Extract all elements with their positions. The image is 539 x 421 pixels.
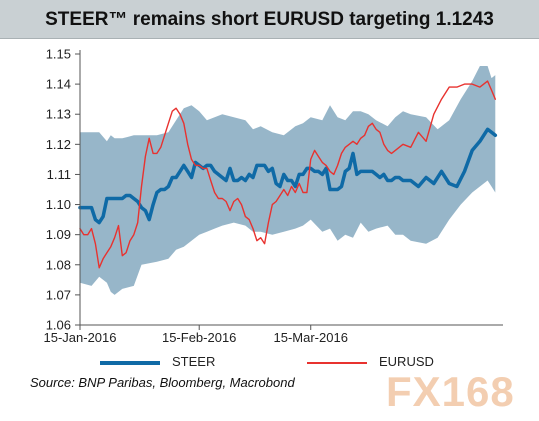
y-tick-label: 1.10	[46, 197, 71, 212]
series-line-steer	[78, 127, 498, 225]
chart-plot: 1.06 1.07 1.08 1.09 1.10 1.11 1.12 1.13 1.14 1.15…	[44, 47, 503, 345]
chart-title: STEER™ remains short EURUSD targeting 1.…	[45, 9, 494, 30]
legend-label-steer: STEER	[172, 354, 216, 369]
y-tick-label: 1.08	[46, 257, 71, 272]
source-note: Source: BNP Paribas, Bloomberg, Macrobon…	[30, 375, 295, 390]
y-tick-label: 1.15	[46, 47, 71, 62]
axis-layer: 1.06 1.07 1.08 1.09 1.10 1.11 1.12 1.13 1.14 1.15…	[44, 47, 503, 345]
x-tick-label: 15-Feb-2016	[162, 330, 236, 345]
y-tick-label: 1.11	[47, 167, 71, 182]
y-tick-label: 1.09	[46, 227, 71, 242]
legend-item-steer: STEER	[100, 353, 280, 369]
series-line-eurusd	[79, 80, 496, 269]
series-layer	[78, 80, 498, 269]
y-tick-label: 1.12	[46, 137, 71, 152]
legend-label-eurusd: EURUSD	[379, 354, 434, 369]
fx168-watermark-logo: FX168	[386, 368, 515, 415]
legend-swatch-steer	[100, 361, 160, 365]
svg-text:FX168: FX168	[386, 368, 515, 415]
y-tick-label: 1.07	[46, 287, 71, 302]
y-tick-label: 1.06	[46, 318, 71, 333]
chart-title-bar: STEER™ remains short EURUSD targeting 1.…	[0, 0, 539, 39]
legend-item-eurusd: EURUSD	[307, 353, 487, 369]
legend-swatch-eurusd	[307, 362, 367, 364]
x-tick-label: 15-Jan-2016	[44, 330, 117, 345]
y-tick-label: 1.13	[46, 107, 71, 122]
x-tick-label: 15-Mar-2016	[274, 330, 348, 345]
y-tick-label: 1.14	[46, 77, 71, 92]
